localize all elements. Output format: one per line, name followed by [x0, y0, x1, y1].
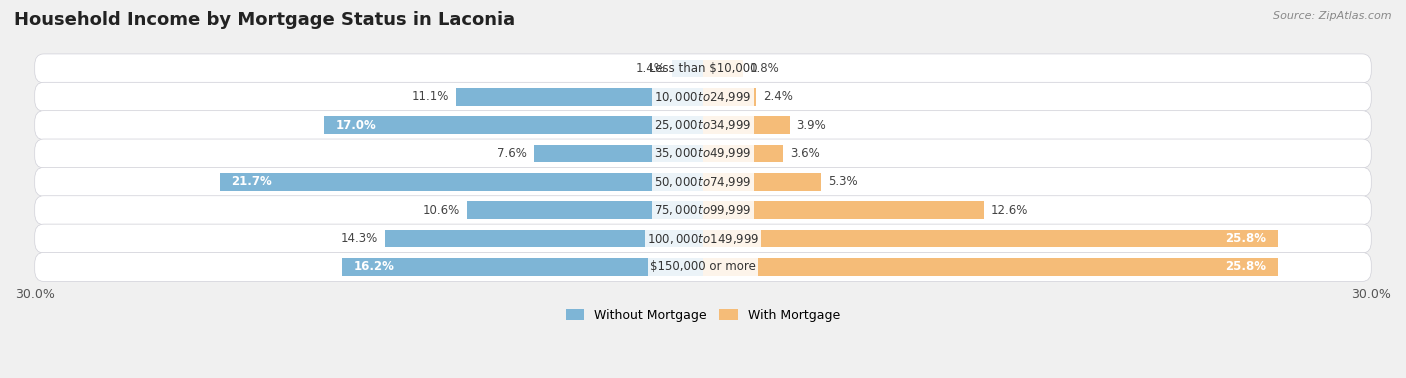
Text: Less than $10,000: Less than $10,000	[648, 62, 758, 75]
FancyBboxPatch shape	[35, 139, 1371, 168]
Legend: Without Mortgage, With Mortgage: Without Mortgage, With Mortgage	[561, 304, 845, 327]
Bar	[703, 258, 1278, 276]
FancyBboxPatch shape	[35, 54, 1371, 83]
Bar	[456, 88, 703, 105]
Bar	[703, 88, 756, 105]
Text: 3.6%: 3.6%	[790, 147, 820, 160]
Text: 11.1%: 11.1%	[412, 90, 449, 103]
Text: 14.3%: 14.3%	[340, 232, 378, 245]
Text: 12.6%: 12.6%	[990, 204, 1028, 217]
Text: 1.4%: 1.4%	[636, 62, 665, 75]
Text: 21.7%: 21.7%	[231, 175, 271, 188]
FancyBboxPatch shape	[35, 167, 1371, 196]
FancyBboxPatch shape	[35, 196, 1371, 225]
Text: $150,000 or more: $150,000 or more	[650, 260, 756, 273]
Text: 16.2%: 16.2%	[353, 260, 394, 273]
Text: 5.3%: 5.3%	[828, 175, 858, 188]
Text: 25.8%: 25.8%	[1226, 232, 1267, 245]
Text: 10.6%: 10.6%	[423, 204, 460, 217]
Text: 17.0%: 17.0%	[336, 119, 377, 132]
Text: $35,000 to $49,999: $35,000 to $49,999	[654, 147, 752, 161]
Bar	[703, 145, 783, 162]
Text: Household Income by Mortgage Status in Laconia: Household Income by Mortgage Status in L…	[14, 11, 515, 29]
Text: 2.4%: 2.4%	[763, 90, 793, 103]
Bar	[703, 116, 790, 134]
Bar	[467, 201, 703, 219]
FancyBboxPatch shape	[35, 253, 1371, 281]
Text: $25,000 to $34,999: $25,000 to $34,999	[654, 118, 752, 132]
Bar	[703, 201, 984, 219]
Bar	[672, 60, 703, 77]
FancyBboxPatch shape	[35, 224, 1371, 253]
Text: $10,000 to $24,999: $10,000 to $24,999	[654, 90, 752, 104]
Bar	[703, 60, 744, 77]
Bar	[703, 230, 1278, 247]
Text: $100,000 to $149,999: $100,000 to $149,999	[647, 232, 759, 246]
Text: 7.6%: 7.6%	[498, 147, 527, 160]
Text: Source: ZipAtlas.com: Source: ZipAtlas.com	[1274, 11, 1392, 21]
Text: 1.8%: 1.8%	[749, 62, 779, 75]
Text: 3.9%: 3.9%	[797, 119, 827, 132]
Bar	[342, 258, 703, 276]
Bar	[534, 145, 703, 162]
FancyBboxPatch shape	[35, 111, 1371, 139]
Text: 25.8%: 25.8%	[1226, 260, 1267, 273]
Bar	[703, 173, 821, 191]
Bar	[219, 173, 703, 191]
Text: $50,000 to $74,999: $50,000 to $74,999	[654, 175, 752, 189]
Bar	[385, 230, 703, 247]
Bar	[325, 116, 703, 134]
FancyBboxPatch shape	[35, 82, 1371, 111]
Text: $75,000 to $99,999: $75,000 to $99,999	[654, 203, 752, 217]
